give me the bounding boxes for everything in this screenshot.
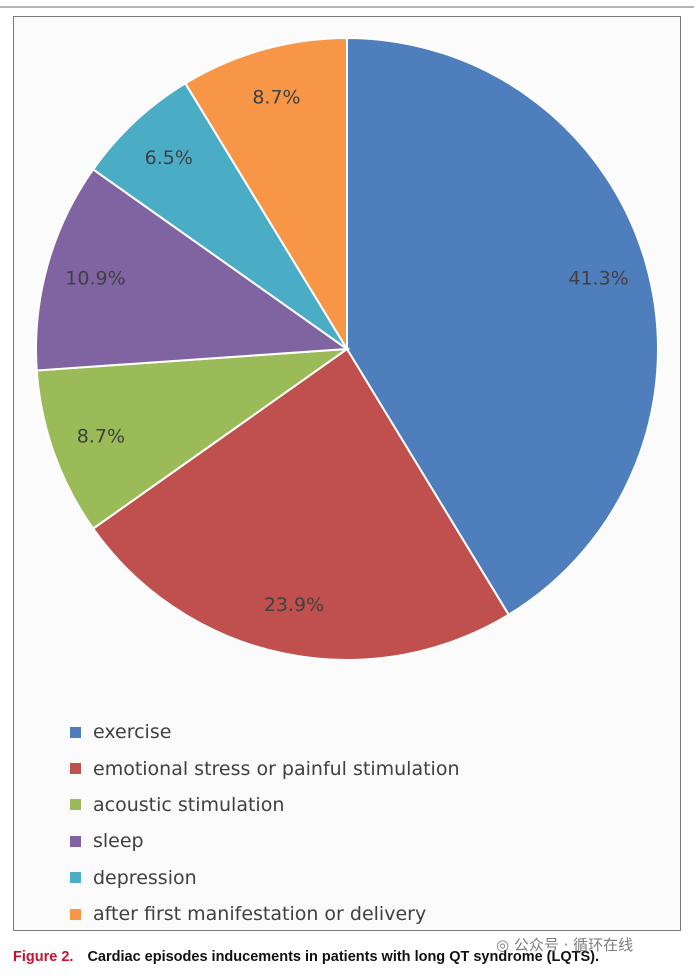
pie-slice-6 bbox=[183, 36, 348, 353]
chart-frame: 41.3% 23.9% 8.7% 10.9% 6.5% 8.7% exercise emot… bbox=[13, 16, 681, 931]
pie-slice-2 bbox=[91, 347, 511, 661]
pie-slice-5 bbox=[91, 81, 348, 350]
pie-slice-1 bbox=[346, 36, 659, 617]
legend-swatch bbox=[70, 726, 81, 738]
slice-data-label-1: 41.3% bbox=[568, 267, 628, 289]
top-rule bbox=[0, 6, 694, 8]
watermark: ◎ 公众号 · 循环在线 bbox=[496, 934, 633, 955]
slice-data-label-3: 8.7% bbox=[77, 426, 125, 448]
watermark-text: 公众号 · 循环在线 bbox=[513, 936, 634, 954]
legend-item-3: acoustic stimulation bbox=[70, 787, 460, 823]
pie-slice-4 bbox=[35, 167, 350, 372]
legend-label: exercise bbox=[93, 721, 172, 744]
pie-slice-3 bbox=[35, 347, 351, 531]
slice-data-label-2: 23.9% bbox=[264, 594, 324, 616]
chart-legend: exercise emotional stress or painful stim… bbox=[70, 714, 460, 932]
slice-data-label-6: 8.7% bbox=[252, 86, 300, 108]
legend-swatch bbox=[70, 799, 81, 811]
figure-caption-text: Cardiac episodes inducements in patients… bbox=[87, 949, 600, 965]
legend-label: acoustic stimulation bbox=[93, 793, 285, 816]
legend-label: after first manifestation or delivery bbox=[93, 903, 427, 926]
legend-swatch bbox=[70, 763, 81, 775]
legend-item-5: depression bbox=[70, 860, 460, 896]
legend-label: depression bbox=[93, 866, 197, 889]
legend-swatch bbox=[70, 908, 81, 920]
slice-data-label-4: 10.9% bbox=[65, 267, 125, 289]
figure-caption: Figure 2. Cardiac episodes inducements in… bbox=[13, 949, 599, 965]
wechat-icon: ◎ bbox=[496, 936, 510, 954]
legend-item-1: exercise bbox=[70, 714, 460, 750]
legend-swatch bbox=[70, 872, 81, 884]
legend-label: sleep bbox=[93, 830, 144, 853]
legend-label: emotional stress or painful stimulation bbox=[93, 757, 460, 780]
slice-data-label-5: 6.5% bbox=[145, 147, 193, 169]
legend-item-2: emotional stress or painful stimulation bbox=[70, 750, 460, 786]
legend-item-4: sleep bbox=[70, 823, 460, 859]
pie-chart: 41.3% 23.9% 8.7% 10.9% 6.5% 8.7% bbox=[35, 36, 659, 661]
legend-swatch bbox=[70, 835, 81, 847]
figure-caption-label: Figure 2. bbox=[13, 949, 74, 965]
legend-item-6: after first manifestation or delivery bbox=[70, 896, 460, 932]
